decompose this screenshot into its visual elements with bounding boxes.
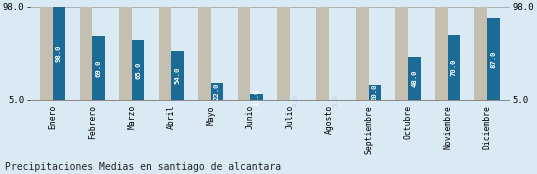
Bar — [53, 6, 66, 100]
Bar — [158, 6, 171, 100]
Text: 98.0: 98.0 — [56, 45, 62, 62]
Bar — [40, 6, 53, 100]
Text: 20.0: 20.0 — [372, 84, 378, 101]
Text: 54.0: 54.0 — [175, 67, 180, 84]
Bar — [368, 85, 381, 100]
Text: 70.0: 70.0 — [451, 58, 457, 76]
Bar — [79, 6, 92, 100]
Bar — [211, 83, 223, 100]
Bar — [277, 6, 289, 100]
Text: 87.0: 87.0 — [490, 50, 496, 68]
Bar — [447, 35, 460, 100]
Bar — [92, 36, 105, 100]
Text: 5.0: 5.0 — [332, 93, 338, 106]
Text: Precipitaciones Medias en santiago de alcantara: Precipitaciones Medias en santiago de al… — [5, 162, 281, 172]
Text: 48.0: 48.0 — [411, 70, 417, 87]
Bar — [237, 6, 250, 100]
Bar — [198, 6, 211, 100]
Bar — [316, 6, 329, 100]
Text: 22.0: 22.0 — [214, 83, 220, 100]
Bar — [395, 6, 408, 100]
Bar — [408, 57, 420, 100]
Text: 4.0: 4.0 — [293, 93, 299, 106]
Bar — [250, 94, 263, 100]
Bar — [435, 6, 447, 100]
Text: 69.0: 69.0 — [96, 59, 101, 77]
Bar — [132, 40, 144, 100]
Bar — [487, 18, 500, 100]
Bar — [474, 6, 487, 100]
Bar — [356, 6, 368, 100]
Text: 65.0: 65.0 — [135, 61, 141, 78]
Text: 11.0: 11.0 — [253, 88, 259, 106]
Bar — [171, 51, 184, 100]
Bar — [119, 6, 132, 100]
